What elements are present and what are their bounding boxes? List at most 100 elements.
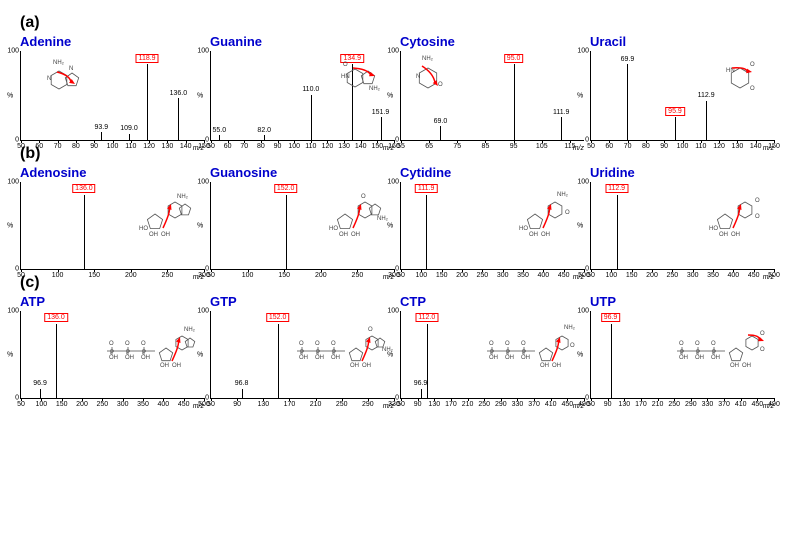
- mass-spectrum-chart: 0100%5060708090100110120130140150m/z69.9…: [590, 51, 774, 141]
- structure-sketch: ONH₂HN: [333, 56, 383, 102]
- spectrum-panel: Uracil 0100%5060708090100110120130140150m…: [590, 34, 774, 141]
- svg-text:P: P: [126, 350, 130, 356]
- x-tick: 65: [425, 143, 433, 150]
- x-tick: 100: [35, 401, 47, 408]
- mass-spectrum-chart: 0100%50100150200250300m/z152.0HOOHOHNH₂O: [210, 182, 394, 270]
- panel-row: ATP0100%50100150200250300350400450500m/z…: [20, 294, 774, 399]
- panel-row: Adenosine 0100%50100150200250300m/z136.0H…: [20, 165, 774, 270]
- compound-title: UTP: [590, 294, 774, 309]
- compound-title: Adenosine: [20, 165, 204, 180]
- svg-text:OH: OH: [339, 232, 348, 238]
- mass-spectrum-chart: 0100%50100150200250300m/z136.0HOOHOHNH₂: [20, 182, 204, 270]
- spectrum-peak: [286, 195, 287, 269]
- highlighted-peak-label: 112.9: [605, 184, 628, 193]
- peak-label: 55.0: [213, 127, 227, 134]
- x-tick: 140: [750, 143, 762, 150]
- x-tick: 90: [660, 143, 668, 150]
- svg-text:OH: OH: [489, 355, 498, 361]
- x-tick: 150: [436, 272, 448, 279]
- x-tick: 400: [157, 401, 169, 408]
- svg-text:N: N: [47, 76, 51, 82]
- peak-label: 69.0: [434, 118, 448, 125]
- svg-text:O: O: [695, 341, 700, 347]
- compound-title: Uracil: [590, 34, 774, 49]
- svg-text:N: N: [69, 66, 73, 72]
- mass-spectrum-chart: 0100%50100150200250300350400450500m/z96.…: [20, 311, 204, 399]
- x-tick: 60: [224, 143, 232, 150]
- structure-sketch: HOOHOHNH₂O: [327, 194, 387, 242]
- x-tick: 450: [748, 272, 760, 279]
- x-tick: 105: [536, 143, 548, 150]
- x-tick: 290: [685, 401, 697, 408]
- x-tick: 50: [587, 401, 595, 408]
- x-tick: 410: [545, 401, 557, 408]
- y-tick: 100: [387, 179, 399, 186]
- x-tick: 100: [52, 272, 64, 279]
- x-tick: 50: [207, 143, 215, 150]
- peak-label: 96.9: [414, 380, 428, 387]
- x-axis-label: m/z: [383, 274, 394, 281]
- y-axis-label: %: [197, 92, 203, 99]
- svg-text:NH₂: NH₂: [422, 56, 434, 62]
- x-tick: 85: [482, 143, 490, 150]
- spectrum-peak: [147, 64, 148, 140]
- svg-text:OH: OH: [742, 363, 751, 369]
- svg-text:P: P: [300, 350, 304, 356]
- y-tick: 100: [387, 308, 399, 315]
- spectrum-panel: Adenosine 0100%50100150200250300m/z136.0H…: [20, 165, 204, 270]
- x-tick: 450: [562, 401, 574, 408]
- peak-label: 111.9: [553, 109, 569, 116]
- y-axis-label: %: [577, 351, 583, 358]
- y-axis-label: %: [387, 92, 393, 99]
- svg-text:P: P: [680, 350, 684, 356]
- highlighted-peak-label: 95.9: [665, 107, 685, 116]
- svg-text:OH: OH: [711, 355, 720, 361]
- svg-text:OH: OH: [695, 355, 704, 361]
- y-axis-label: %: [197, 351, 203, 358]
- highlighted-peak-label: 134.9: [340, 54, 364, 63]
- y-axis-label: %: [387, 222, 393, 229]
- x-tick: 200: [646, 272, 658, 279]
- x-axis-label: m/z: [193, 274, 204, 281]
- y-tick: 100: [197, 308, 209, 315]
- x-tick: 130: [618, 401, 630, 408]
- svg-text:O: O: [125, 341, 130, 347]
- peak-label: 110.0: [302, 86, 319, 93]
- compound-title: Adenine: [20, 34, 204, 49]
- spectrum-peak: [381, 117, 382, 140]
- svg-text:OH: OH: [529, 232, 538, 238]
- x-tick: 70: [54, 143, 62, 150]
- x-tick: 100: [415, 272, 427, 279]
- spectrum-peak: [264, 135, 265, 140]
- spectrum-panel: UTP0100%50901301702102502903303704104504…: [590, 294, 774, 399]
- svg-text:OH: OH: [521, 355, 530, 361]
- y-tick: 100: [197, 179, 209, 186]
- x-axis-label: m/z: [193, 403, 204, 410]
- x-axis-label: m/z: [193, 145, 204, 152]
- mass-spectrum-chart: 0100%5090130170210250290330370410450490m…: [400, 311, 584, 399]
- spectrum-panel: Cytidine0100%501001502002503003504004505…: [400, 165, 584, 270]
- x-tick: 95: [510, 143, 518, 150]
- peak-label: 112.9: [698, 92, 715, 99]
- svg-text:OH: OH: [362, 363, 371, 369]
- x-tick: 150: [278, 272, 290, 279]
- svg-text:O: O: [109, 341, 114, 347]
- svg-text:O: O: [505, 341, 510, 347]
- x-axis-label: m/z: [763, 403, 774, 410]
- compound-title: GTP: [210, 294, 394, 309]
- svg-text:OH: OH: [141, 355, 150, 361]
- x-tick: 170: [284, 401, 296, 408]
- x-tick: 130: [732, 143, 744, 150]
- spectrum-peak: [611, 324, 612, 398]
- spectrum-panel: GTP0100%5090130170210250290330m/z96.8152…: [210, 294, 394, 399]
- svg-text:OH: OH: [172, 363, 181, 369]
- spectrum-peak: [561, 117, 562, 140]
- svg-text:NH₂: NH₂: [369, 86, 381, 92]
- svg-text:HN: HN: [341, 74, 350, 80]
- x-tick: 370: [528, 401, 540, 408]
- x-tick: 250: [352, 272, 364, 279]
- x-tick: 200: [76, 401, 88, 408]
- svg-text:OH: OH: [125, 355, 134, 361]
- svg-text:NH₂: NH₂: [557, 192, 569, 198]
- svg-text:OH: OH: [540, 363, 549, 369]
